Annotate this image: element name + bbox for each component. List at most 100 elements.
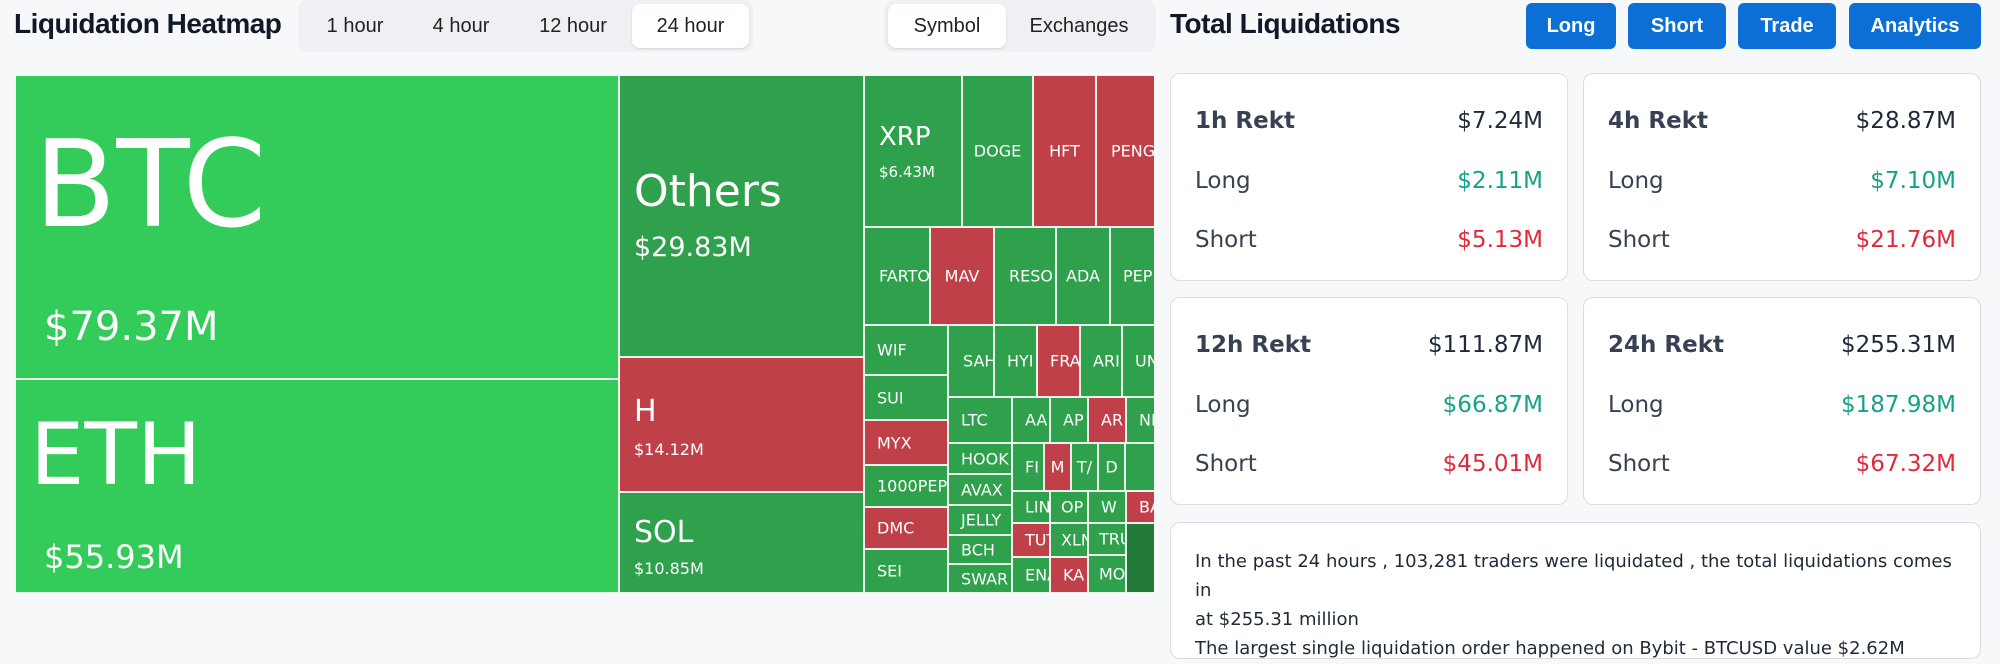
heatmap-tile[interactable]: HYI [994, 325, 1037, 397]
heatmap-tile[interactable]: SEI [864, 549, 948, 593]
heatmap-tile[interactable]: ARI [1080, 325, 1122, 397]
tile-symbol: MO [1099, 564, 1126, 584]
heatmap-tile[interactable]: XLN [1050, 523, 1088, 557]
tab-12-hour[interactable]: 12 hour [539, 14, 607, 37]
heatmap-tile[interactable]: ADA [1056, 227, 1110, 325]
heatmap-tile[interactable]: AP [1050, 397, 1088, 443]
tile-symbol: SEI [877, 561, 902, 581]
heatmap-tile[interactable]: M [1044, 443, 1071, 491]
heatmap-tile[interactable]: KA [1050, 557, 1088, 593]
total-liquidations-title: Total Liquidations [1170, 8, 1401, 39]
heatmap-tile[interactable]: PEP [1110, 227, 1154, 325]
heatmap-tile[interactable]: LIN [1012, 491, 1050, 523]
heatmap-tile-sol[interactable]: SOL $10.85M [619, 492, 864, 593]
tile-value: $14.12M [634, 440, 704, 459]
long-value: $2.11M [1457, 168, 1543, 194]
heatmap-tile[interactable]: FRA [1037, 325, 1080, 397]
heatmap-tile[interactable]: T/ [1071, 443, 1098, 491]
long-value: $7.10M [1870, 168, 1956, 194]
trade-button[interactable]: Trade [1738, 3, 1836, 49]
heatmap-tile[interactable]: MO [1088, 555, 1126, 593]
heatmap-tile[interactable]: HFT [1033, 75, 1096, 227]
heatmap-tile[interactable]: BCH [948, 535, 1012, 564]
short-label: Short [1608, 227, 1670, 253]
tile-symbol: HOOK [961, 449, 1009, 468]
heatmap-tile-xrp[interactable]: XRP $6.43M [864, 75, 962, 227]
heatmap-tile[interactable] [1126, 523, 1154, 593]
group-selector: Symbol Exchanges [884, 0, 1156, 52]
tile-symbol: SAH [963, 351, 994, 371]
heatmap-tile[interactable]: 1000PEP [864, 465, 948, 507]
short-value: $5.13M [1457, 227, 1543, 253]
tile-symbol: AR [1101, 410, 1124, 430]
long-button[interactable]: Long [1526, 3, 1616, 49]
tab-symbol[interactable]: Symbol [888, 4, 1006, 48]
analytics-button[interactable]: Analytics [1849, 3, 1981, 49]
heatmap-tile[interactable]: FARTO [864, 227, 930, 325]
heatmap-tile[interactable]: BA [1126, 491, 1154, 523]
heatmap-tile[interactable]: HOOK [948, 443, 1012, 474]
long-label: Long [1608, 392, 1664, 418]
heatmap-tile-eth[interactable]: ETH $55.93M [15, 379, 619, 593]
heatmap-tile[interactable]: TRU [1088, 523, 1126, 555]
heatmap-tile[interactable]: DOGE [962, 75, 1033, 227]
heatmap-tile[interactable]: TUT [1012, 523, 1050, 557]
tile-symbol: AA [1025, 410, 1048, 430]
tab-24-hour[interactable]: 24 hour [632, 4, 749, 48]
heatmap-tile[interactable]: LTC [948, 397, 1012, 443]
heatmap-tile[interactable]: JELLY [948, 505, 1012, 535]
long-label: Long [1195, 392, 1251, 418]
tile-symbol: ETH [30, 405, 202, 505]
heatmap-tile-h[interactable]: H $14.12M [619, 357, 864, 492]
summary-line: In the past 24 hours , 103,281 traders w… [1195, 551, 1952, 601]
tile-symbol: XLN [1061, 530, 1087, 550]
long-value: $187.98M [1841, 392, 1956, 418]
tab-4-hour[interactable]: 4 hour [432, 14, 490, 37]
tile-symbol: PENG [1111, 141, 1154, 161]
tile-symbol: UN [1135, 351, 1154, 371]
tile-symbol: BCH [961, 540, 995, 559]
heatmap-tile[interactable]: ENA [1012, 557, 1050, 593]
tile-symbol: BTC [34, 116, 267, 255]
tile-symbol: KA [1063, 565, 1085, 585]
heatmap-tile[interactable]: AA [1012, 397, 1050, 443]
tab-exchanges[interactable]: Exchanges [1029, 14, 1129, 37]
summary-line: The largest single liquidation order hap… [1195, 638, 1905, 659]
heatmap-tile[interactable]: OP [1050, 491, 1088, 523]
heatmap-tile[interactable]: FI [1012, 443, 1044, 491]
heatmap-tile-btc[interactable]: BTC $79.37M [15, 75, 619, 379]
tab-1-hour[interactable]: 1 hour [326, 14, 384, 37]
heatmap-tile[interactable]: MYX [864, 420, 948, 465]
heatmap-tile[interactable]: UN [1122, 325, 1154, 397]
heatmap-tile[interactable]: SAH [948, 325, 994, 397]
tile-symbol: SOL [634, 515, 694, 550]
heatmap-tile[interactable]: AR [1088, 397, 1126, 443]
heatmap-tile[interactable]: AVAX [948, 474, 1012, 505]
heatmap-tile[interactable]: D [1098, 443, 1125, 491]
tile-symbol: ADA [1066, 266, 1100, 286]
tile-value: $79.37M [44, 304, 219, 350]
heatmap-tile-others[interactable]: Others $29.83M [619, 75, 864, 357]
tile-symbol: SUI [877, 388, 904, 407]
heatmap-tile[interactable]: W [1088, 491, 1126, 523]
tile-symbol: DMC [877, 518, 915, 538]
short-value: $67.32M [1855, 451, 1956, 477]
short-button[interactable]: Short [1628, 3, 1726, 49]
heatmap-tile[interactable]: DMC [864, 507, 948, 549]
long-value: $66.87M [1442, 392, 1543, 418]
card-period: 4h Rekt [1608, 108, 1708, 134]
heatmap-tile[interactable]: SWAR [948, 564, 1012, 593]
heatmap-tile[interactable]: WIF [864, 325, 948, 375]
tile-symbol: T/ [1076, 457, 1093, 477]
tile-symbol: PEP [1123, 266, 1153, 286]
liquidation-heatmap: BTC $79.37M ETH $55.93M Others $29.83M H… [15, 75, 1154, 593]
timeframe-selector: 1 hour 4 hour 12 hour 24 hour [298, 0, 753, 52]
heatmap-tile[interactable]: MAV [930, 227, 994, 325]
heatmap-tile[interactable]: PENG [1096, 75, 1154, 227]
heatmap-tile[interactable]: NE [1126, 397, 1154, 443]
heatmap-tile[interactable]: RESO [994, 227, 1056, 325]
tile-symbol: 1000PEP [877, 476, 948, 496]
tile-symbol: DOGE [973, 141, 1022, 161]
heatmap-tile[interactable] [1125, 443, 1154, 491]
heatmap-tile[interactable]: SUI [864, 375, 948, 420]
